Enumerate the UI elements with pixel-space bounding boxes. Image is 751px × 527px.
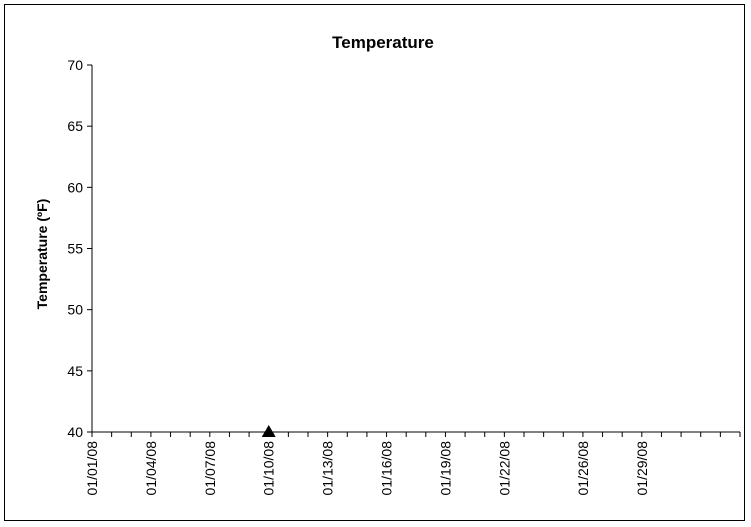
- x-tick-label: 01/16/08: [379, 441, 395, 496]
- x-tick-label: 01/13/08: [320, 441, 336, 496]
- x-tick-label: 01/19/08: [437, 441, 453, 496]
- x-tick-label: 01/01/08: [84, 441, 100, 496]
- y-tick-label: 60: [67, 179, 83, 195]
- x-tick-label: 01/26/08: [575, 441, 591, 496]
- y-tick-label: 50: [67, 302, 83, 318]
- x-axis-ticks: 01/01/08 01/04/08 01/07/08 01/10/08 01/13/08…: [84, 432, 741, 496]
- y-axis-ticks: 70 65 60 55 50 45 40: [67, 57, 92, 440]
- y-tick-label: 65: [67, 118, 83, 134]
- temperature-chart: Temperature Temperature (ºF) 70 65 60 55 50 4…: [34, 33, 741, 496]
- y-tick-label: 55: [67, 241, 83, 257]
- x-tick-label: 01/04/08: [143, 441, 159, 496]
- y-tick-label: 40: [67, 424, 83, 440]
- y-tick-label: 70: [67, 57, 83, 73]
- data-points: [261, 425, 276, 437]
- axes: [91, 65, 740, 433]
- chart-title: Temperature: [332, 33, 434, 52]
- x-tick-label: 01/07/08: [202, 441, 218, 496]
- data-point-triangle: [261, 425, 276, 437]
- x-tick-label: 01/22/08: [496, 441, 512, 496]
- x-tick-label: 01/10/08: [261, 441, 277, 496]
- y-tick-label: 45: [67, 363, 83, 379]
- y-axis-label: Temperature (ºF): [34, 199, 50, 310]
- x-tick-label: 01/29/08: [634, 441, 650, 496]
- chart-frame: Temperature Temperature (ºF) 70 65 60 55 50 4…: [4, 4, 745, 521]
